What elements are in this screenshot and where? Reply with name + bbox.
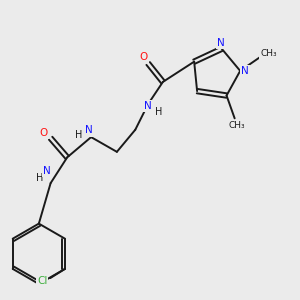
Text: N: N xyxy=(85,125,93,136)
Text: H: H xyxy=(155,107,162,117)
Text: CH₃: CH₃ xyxy=(229,121,245,130)
Text: Cl: Cl xyxy=(37,276,47,286)
Text: O: O xyxy=(140,52,148,62)
Text: H: H xyxy=(36,172,43,183)
Text: O: O xyxy=(40,128,48,138)
Text: N: N xyxy=(144,101,152,111)
Text: H: H xyxy=(74,130,82,140)
Text: N: N xyxy=(217,38,225,48)
Text: N: N xyxy=(241,66,249,76)
Text: CH₃: CH₃ xyxy=(260,50,277,58)
Text: N: N xyxy=(43,166,51,176)
